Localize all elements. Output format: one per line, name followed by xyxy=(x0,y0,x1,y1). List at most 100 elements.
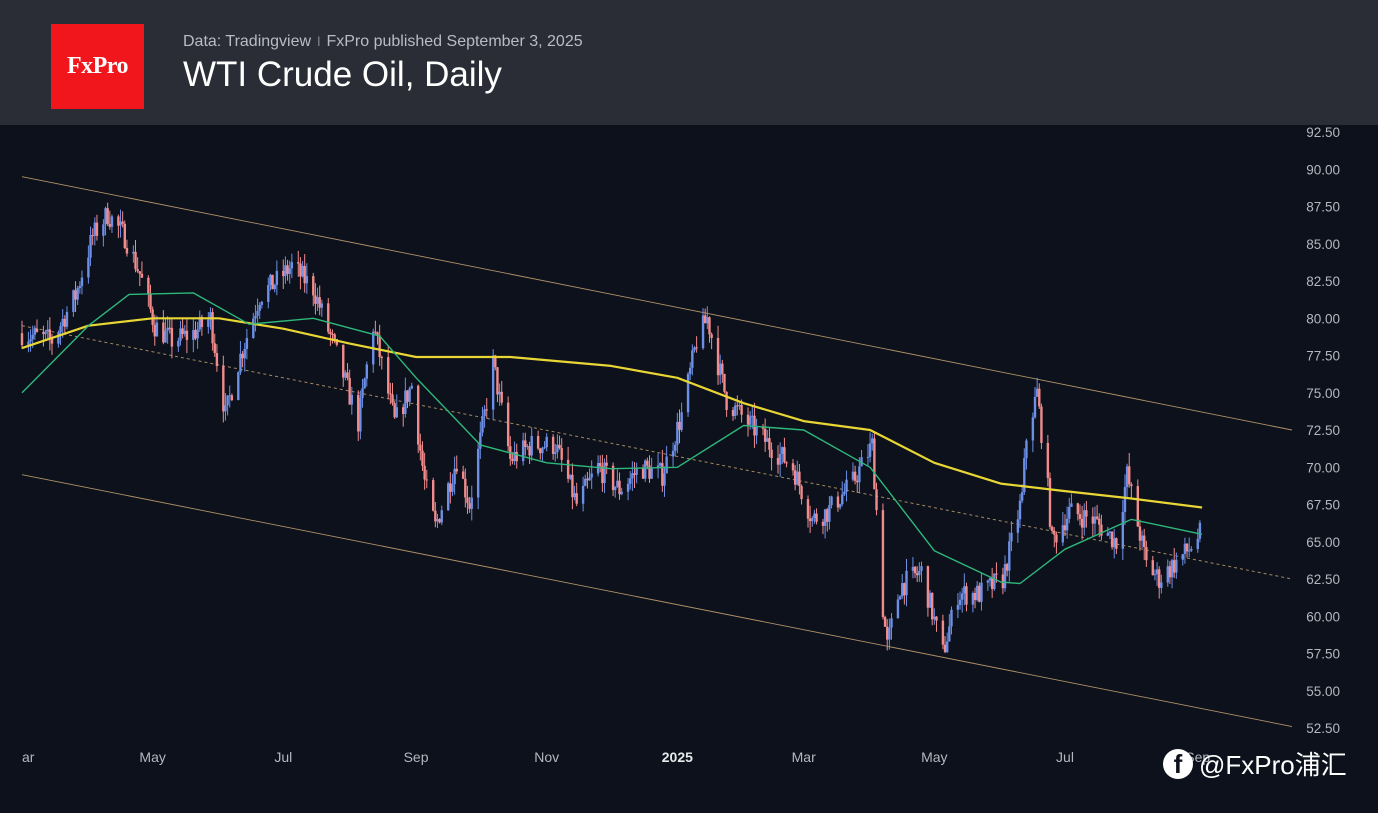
candle xyxy=(194,321,197,341)
candle xyxy=(920,561,923,583)
candle-body xyxy=(50,338,54,344)
candle-body xyxy=(766,438,769,442)
candle xyxy=(57,330,60,348)
candle-body xyxy=(1023,458,1026,493)
candle xyxy=(886,619,889,651)
candle-body xyxy=(359,397,362,432)
candle xyxy=(318,285,321,316)
candle-body xyxy=(1008,541,1011,571)
candle xyxy=(584,474,587,487)
candle xyxy=(226,395,229,416)
candle-body xyxy=(464,478,467,498)
candle xyxy=(1005,562,1009,577)
candle xyxy=(725,391,728,417)
candle-body xyxy=(1151,560,1154,576)
candle xyxy=(1110,531,1114,550)
candle-body xyxy=(530,435,533,456)
candle xyxy=(1016,510,1020,543)
ma-short-line xyxy=(21,292,1203,585)
candle-body xyxy=(44,331,47,335)
candle xyxy=(1108,530,1112,540)
price-chart: 92.50 90.00 87.50 85.00 82.50 80.00 77.50 75.00… xyxy=(20,125,1340,765)
candle xyxy=(693,346,696,353)
candle xyxy=(506,396,510,452)
candle-body xyxy=(605,462,608,466)
x-tick-label: Jul xyxy=(1056,749,1074,765)
candle xyxy=(648,455,651,483)
candle-body xyxy=(935,616,938,621)
candle-body xyxy=(873,438,876,490)
candle xyxy=(224,392,227,421)
candle-body xyxy=(245,337,249,349)
candle xyxy=(978,582,981,603)
candle-body xyxy=(48,329,52,339)
candle-body xyxy=(284,265,287,277)
candle-body xyxy=(956,605,960,610)
candle-body xyxy=(539,448,542,454)
y-tick-label: 80.00 xyxy=(1306,311,1340,326)
candle-body xyxy=(830,496,833,506)
chart-title: WTI Crude Oil, Daily xyxy=(183,55,502,94)
candle xyxy=(659,462,662,468)
candle-body xyxy=(1053,530,1056,535)
candle xyxy=(611,462,615,497)
candle xyxy=(258,302,261,319)
candle-body xyxy=(1016,519,1020,533)
candle-body xyxy=(290,262,294,269)
candle xyxy=(76,285,79,306)
candle-body xyxy=(1128,466,1131,485)
candle xyxy=(975,581,979,602)
candle-body xyxy=(723,373,726,392)
candle-body xyxy=(65,311,69,327)
candle xyxy=(331,329,334,344)
candle xyxy=(1155,562,1159,587)
candle xyxy=(348,369,351,405)
candle-body xyxy=(1095,516,1099,519)
candle-body xyxy=(29,339,32,342)
candle-body xyxy=(836,496,840,508)
candle-body xyxy=(461,471,465,479)
candle xyxy=(1190,546,1193,552)
candle-body xyxy=(440,510,443,523)
candle xyxy=(1083,503,1086,536)
candle-body xyxy=(241,353,244,359)
candle-body xyxy=(618,480,621,495)
candle xyxy=(1130,482,1133,500)
candle xyxy=(686,371,690,417)
candle-body xyxy=(243,348,246,359)
candle xyxy=(1115,537,1118,555)
candle xyxy=(928,590,932,608)
candle xyxy=(434,502,437,528)
candle xyxy=(245,328,249,360)
candle xyxy=(196,322,199,349)
candle xyxy=(830,495,833,509)
candle xyxy=(629,471,632,490)
candle-body xyxy=(91,235,94,237)
candle xyxy=(616,469,619,488)
candle-body xyxy=(659,463,662,466)
candle-body xyxy=(1100,524,1103,536)
candle xyxy=(770,442,773,471)
candle-body xyxy=(926,566,930,608)
candle-body xyxy=(196,329,199,339)
candle xyxy=(1035,377,1039,397)
candle xyxy=(753,402,756,448)
candle-body xyxy=(269,274,272,285)
candle xyxy=(446,481,450,511)
candle-body xyxy=(736,405,739,407)
candle xyxy=(881,503,885,620)
candle xyxy=(873,430,876,490)
candle xyxy=(813,509,816,524)
y-tick-label: 82.50 xyxy=(1306,274,1340,289)
candle-body xyxy=(226,395,229,406)
candle xyxy=(631,461,634,492)
candle-body xyxy=(451,484,454,492)
candle xyxy=(903,582,906,605)
candle xyxy=(986,579,990,591)
candle-body xyxy=(237,372,240,401)
candle-body xyxy=(890,618,893,628)
candle-body xyxy=(1173,560,1176,573)
candle-body xyxy=(515,451,518,462)
candle-body xyxy=(965,586,968,605)
candle-body xyxy=(858,466,861,483)
